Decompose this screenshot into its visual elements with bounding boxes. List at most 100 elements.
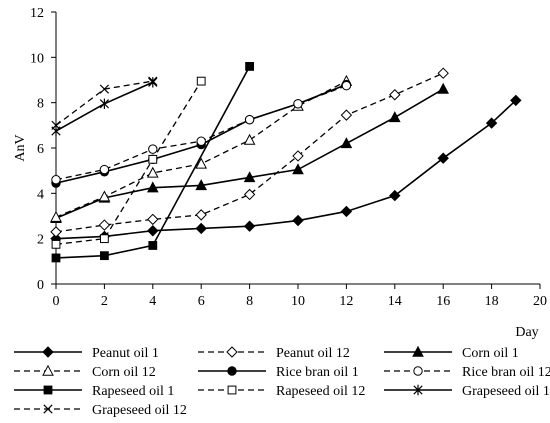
- legend-item-grapeseed-oil-1: Grapeseed oil 1: [384, 384, 550, 399]
- series-line-rapeseed-oil-12: [55, 80, 202, 245]
- data-point-rapeseed-oil-1: [100, 251, 109, 261]
- series-grapeseed-oil-12: [51, 76, 158, 130]
- data-point-rapeseed-oil-12: [100, 234, 109, 244]
- legend-label: Corn oil 12: [92, 365, 156, 380]
- series-grapeseed-oil-1: [51, 77, 158, 137]
- x-tick-label: 6: [198, 294, 205, 309]
- series-lines: [50, 62, 522, 263]
- series-rice-bran-oil-12: [51, 80, 352, 185]
- x-tick-label: 14: [388, 294, 402, 309]
- legend-item-peanut-oil-12: Peanut oil 12: [198, 346, 350, 361]
- series-rapeseed-oil-1: [51, 62, 254, 263]
- data-point-peanut-oil-12: [243, 188, 256, 201]
- legend-marker-corn-oil-1: [412, 345, 424, 357]
- y-tick-label: 6: [37, 142, 44, 157]
- x-axis-label: Day: [515, 325, 538, 340]
- legend-item-corn-oil-12: Corn oil 12: [14, 364, 156, 380]
- legend-label: Grapeseed oil 1: [462, 384, 550, 399]
- data-point-rice-bran-oil-12: [293, 99, 303, 109]
- legend-item-rice-bran-oil-12: Rice bran oil 12: [384, 365, 550, 380]
- data-point-peanut-oil-12: [340, 109, 353, 121]
- data-point-peanut-oil-12: [437, 67, 449, 79]
- legend-item-corn-oil-1: Corn oil 1: [384, 345, 519, 361]
- data-point-grapeseed-oil-12: [148, 76, 158, 86]
- x-tick-label: 2: [101, 294, 108, 309]
- legend: Peanut oil 1 Peanut oil 12 Corn oil 1 Corn …: [14, 345, 550, 418]
- data-point-corn-oil-12: [146, 166, 159, 178]
- legend-marker-grapeseed-oil-12: [43, 404, 53, 414]
- data-point-peanut-oil-12: [195, 209, 207, 221]
- data-point-rice-bran-oil-12: [244, 114, 255, 125]
- axes: 0 2 4 6 8 10 12 0 2 4 6 8 10 12 14 16 18 20: [30, 6, 547, 309]
- legend-item-rice-bran-oil-1: Rice bran oil 1: [198, 365, 359, 380]
- legend-label: Peanut oil 1: [92, 346, 159, 361]
- legend-item-grapeseed-oil-12: Grapeseed oil 12: [14, 403, 187, 418]
- legend-marker-rapeseed-oil-1: [43, 385, 53, 395]
- data-point-rapeseed-oil-12: [148, 154, 158, 164]
- series-peanut-oil-12: [50, 67, 449, 238]
- legend-label: Grapeseed oil 12: [92, 403, 187, 418]
- data-point-peanut-oil-1: [389, 189, 401, 202]
- data-point-corn-oil-1: [340, 137, 353, 149]
- data-point-grapeseed-oil-12: [99, 84, 110, 94]
- series-line-peanut-oil-1: [55, 99, 517, 240]
- data-point-grapeseed-oil-1: [51, 125, 61, 137]
- legend-label: Rice bran oil 1: [276, 365, 359, 380]
- y-tick-label: 8: [37, 97, 44, 112]
- y-tick-label: 12: [30, 6, 44, 21]
- series-line-rapeseed-oil-1: [55, 66, 251, 259]
- x-tick-label: 4: [149, 294, 156, 309]
- legend-marker-peanut-oil-1: [42, 346, 54, 358]
- data-point-peanut-oil-1: [243, 220, 256, 232]
- legend-label: Peanut oil 12: [276, 346, 350, 361]
- legend-marker-peanut-oil-12: [226, 346, 238, 358]
- data-point-corn-oil-12: [98, 190, 111, 202]
- data-point-peanut-oil-12: [389, 89, 401, 101]
- data-point-rice-bran-oil-12: [99, 164, 110, 175]
- data-point-rapeseed-oil-12: [51, 239, 61, 249]
- legend-label: Rice bran oil 12: [462, 365, 550, 380]
- data-point-corn-oil-12: [195, 157, 208, 169]
- series-rapeseed-oil-12: [51, 76, 206, 249]
- data-point-peanut-oil-12: [292, 150, 304, 162]
- series-peanut-oil-1: [50, 94, 522, 245]
- legend-item-peanut-oil-1: Peanut oil 1: [14, 346, 159, 361]
- data-point-peanut-oil-12: [98, 219, 111, 231]
- x-tick-label: 18: [485, 294, 499, 309]
- data-point-corn-oil-1: [195, 179, 208, 191]
- data-point-peanut-oil-1: [195, 222, 207, 235]
- data-point-rapeseed-oil-1: [148, 241, 158, 250]
- data-point-rapeseed-oil-1: [51, 253, 61, 263]
- data-point-peanut-oil-1: [437, 152, 449, 164]
- data-point-corn-oil-12: [50, 210, 62, 222]
- legend-item-rapeseed-oil-12: Rapeseed oil 12: [198, 384, 365, 399]
- legend-marker-corn-oil-12: [42, 364, 54, 376]
- y-axis-label: AnV: [13, 134, 28, 161]
- series-line-peanut-oil-12: [55, 72, 444, 233]
- data-point-rice-bran-oil-12: [196, 136, 206, 146]
- data-point-peanut-oil-12: [50, 226, 62, 238]
- y-tick-label: 4: [37, 187, 44, 202]
- data-point-rice-bran-oil-12: [341, 80, 352, 91]
- y-tick-label: 2: [37, 233, 44, 248]
- data-point-grapeseed-oil-1: [99, 98, 110, 109]
- legend-marker-rice-bran-oil-1: [227, 366, 237, 376]
- y-tick-label: 0: [37, 278, 44, 293]
- data-point-corn-oil-12: [243, 133, 256, 145]
- data-point-peanut-oil-1: [485, 117, 498, 129]
- x-tick-label: 16: [436, 294, 450, 309]
- data-point-corn-oil-1: [146, 181, 159, 193]
- legend-label: Corn oil 1: [462, 346, 519, 361]
- data-point-grapeseed-oil-12: [51, 120, 61, 130]
- series-corn-oil-1: [50, 82, 450, 223]
- data-point-peanut-oil-1: [292, 214, 304, 227]
- data-point-rice-bran-oil-12: [148, 144, 158, 154]
- x-tick-label: 12: [339, 294, 353, 309]
- data-point-corn-oil-1: [243, 171, 256, 183]
- legend-label: Rapeseed oil 1: [92, 384, 174, 399]
- legend-marker-rice-bran-oil-12: [413, 366, 423, 376]
- data-point-peanut-oil-12: [147, 213, 159, 226]
- data-point-corn-oil-1: [388, 111, 401, 123]
- legend-label: Rapeseed oil 12: [276, 384, 365, 399]
